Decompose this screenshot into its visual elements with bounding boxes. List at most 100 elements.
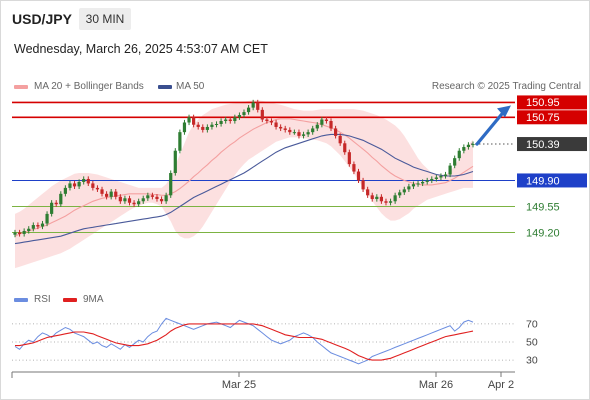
candle-body [471,144,475,146]
timeframe-badge[interactable]: 30 MIN [79,8,131,30]
candles [13,99,475,238]
candle [54,200,58,207]
candle [228,116,232,124]
candle [141,195,145,204]
ma20-legend-swatch [14,85,28,89]
candle-body [398,192,402,196]
ma50-legend-label: MA 50 [176,81,205,92]
candle [448,162,452,178]
candle-body [246,107,251,113]
candle-body [127,198,132,203]
candle [86,176,90,187]
candle-body [192,117,196,125]
candle-body [13,232,17,235]
candle-body [164,195,168,202]
level-149-90-tag-bg [517,173,587,188]
candle-body [393,195,397,202]
candle [361,177,365,192]
candle-body [50,202,54,214]
candle-body [320,119,324,125]
candle-body [45,213,49,224]
candle [306,129,310,137]
candle [292,129,296,135]
candle [155,194,159,202]
candle-body [40,223,45,227]
candle-body [159,199,164,202]
candle [320,116,324,128]
candle-body [237,115,242,118]
candle [72,180,77,189]
candle-body [141,198,145,202]
forecast-arrow-shaft [475,109,506,146]
candle [68,180,72,191]
candle-body [416,183,420,185]
candle-body [109,191,113,197]
candle-body [187,117,191,123]
candle-body [283,128,287,130]
candle-body [324,119,329,122]
candle [334,125,338,139]
pair-title: USD/JPY [12,11,72,27]
candle [187,114,191,126]
candle [251,99,255,111]
candle-body [379,196,383,202]
candle-body [448,165,452,175]
candle-body [453,158,457,166]
candle [384,198,388,206]
candle-body [462,147,466,151]
candle-body [54,202,58,205]
candle-body [347,152,351,165]
candle-body [457,150,461,159]
candle [315,122,319,132]
candle [50,200,54,217]
x-tick-label-2: Apr 2 [488,379,514,391]
level-149-55-label: 149.55 [526,201,560,213]
candle-body [210,124,214,127]
ma50-legend-swatch [158,85,172,89]
candle [343,140,347,155]
candle [416,180,420,187]
candle [279,124,283,132]
candle [329,118,333,132]
candle [430,176,434,184]
candle [173,148,177,176]
candle [246,105,251,115]
candle [370,192,374,202]
ma9-legend-label: 9MA [83,294,104,305]
candle-body [251,102,255,108]
candle-body [178,132,182,151]
candle [169,170,173,198]
candle-body [77,181,81,187]
candle-body [334,128,338,136]
candle [393,192,397,204]
candle [375,194,379,202]
level-149-20-label: 149.20 [526,227,560,239]
candle [237,112,242,120]
level-150-75-tag: 150.75 [517,110,587,125]
candle-body [269,121,274,123]
candle-body [59,193,63,205]
rsi-tick-70: 70 [526,318,538,330]
level-150-39-tag-bg [517,137,587,152]
candle [22,228,26,237]
level-150-95-tag-bg [517,95,587,110]
candle-body [155,196,159,200]
candle-body [169,173,173,196]
candle-body [329,121,333,129]
candle-body [361,180,365,190]
candle [466,142,471,150]
candle-body [411,184,416,187]
candle-body [242,112,246,116]
candle-body [82,178,86,182]
candle [283,125,287,133]
candle [132,200,136,207]
candle [233,114,237,124]
candle-body [182,122,187,133]
candle [192,114,196,128]
candle [407,183,411,192]
candle [324,116,329,124]
candle-body [402,189,406,193]
candle-body [356,171,361,181]
candle-body [118,196,122,202]
